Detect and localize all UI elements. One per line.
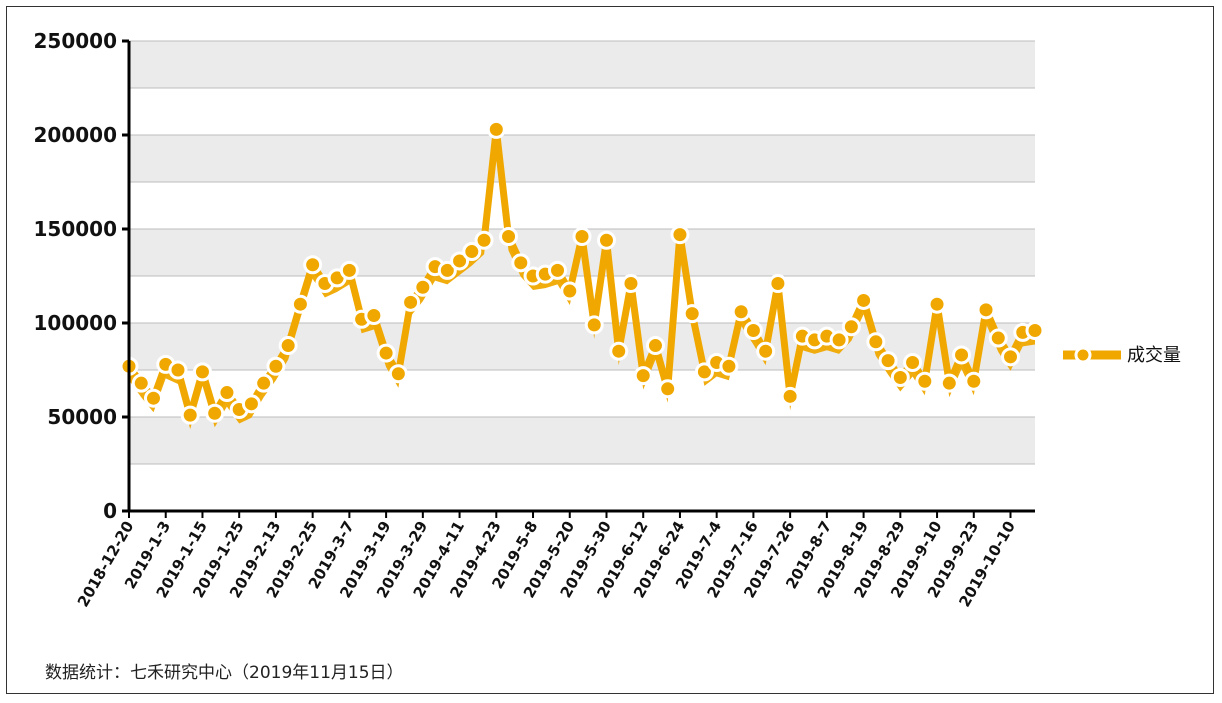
- data-point: [645, 336, 665, 356]
- data-point: [376, 343, 396, 363]
- y-tick-label: 250000: [34, 29, 118, 53]
- background-band: [129, 417, 1035, 464]
- data-point: [658, 379, 678, 399]
- data-point: [486, 119, 506, 139]
- y-tick-label: 50000: [47, 405, 117, 429]
- data-point: [854, 290, 874, 310]
- data-point: [1025, 321, 1045, 341]
- background-band: [129, 323, 1035, 370]
- data-point: [841, 317, 861, 337]
- series-markers: [119, 119, 1045, 425]
- data-point: [192, 362, 212, 382]
- data-point: [131, 373, 151, 393]
- background-band: [129, 135, 1035, 182]
- data-point: [217, 383, 237, 403]
- data-point: [682, 304, 702, 324]
- x-axis-ticks: 2018-12-202019-1-32019-1-152019-1-252019…: [74, 511, 1019, 610]
- data-point: [866, 332, 886, 352]
- data-point: [290, 294, 310, 314]
- data-point: [719, 356, 739, 376]
- y-axis-ticks: 0 50000 100000 150000 200000 250000: [34, 29, 129, 523]
- data-point: [927, 294, 947, 314]
- y-tick-label: 200000: [34, 123, 118, 147]
- data-point: [388, 364, 408, 384]
- data-point: [401, 292, 421, 312]
- data-point: [903, 352, 923, 372]
- y-tick-label: 100000: [34, 311, 118, 335]
- data-point: [303, 255, 323, 275]
- data-point: [572, 227, 592, 247]
- data-point: [890, 368, 910, 388]
- data-point: [143, 388, 163, 408]
- data-point: [609, 341, 629, 361]
- data-point: [364, 305, 384, 325]
- gridlines: [129, 40, 1035, 465]
- data-point: [168, 360, 188, 380]
- chart-frame: 0 50000 100000 150000 200000 250000 2018-12-2…: [6, 6, 1214, 694]
- data-point: [1001, 347, 1021, 367]
- data-point: [964, 371, 984, 391]
- y-tick-label: 0: [103, 499, 117, 523]
- data-point: [474, 230, 494, 250]
- data-point: [241, 394, 261, 414]
- data-point: [437, 260, 457, 280]
- data-point: [756, 341, 776, 361]
- source-note: 数据统计：七禾研究中心（2019年11月15日）: [45, 663, 404, 683]
- data-point: [462, 242, 482, 262]
- data-point: [548, 260, 568, 280]
- data-point: [180, 405, 200, 425]
- legend: 成交量: [1063, 345, 1181, 366]
- data-point: [743, 321, 763, 341]
- data-point: [499, 227, 519, 247]
- data-point: [976, 300, 996, 320]
- data-point: [596, 230, 616, 250]
- data-point: [952, 345, 972, 365]
- data-point: [413, 277, 433, 297]
- background-band: [129, 41, 1035, 88]
- data-point: [939, 373, 959, 393]
- data-point: [621, 274, 641, 294]
- data-point: [278, 336, 298, 356]
- data-point: [768, 274, 788, 294]
- chart: 0 50000 100000 150000 200000 250000 2018-12-2…: [34, 29, 1182, 610]
- legend-label: 成交量: [1127, 345, 1181, 366]
- data-point: [511, 253, 531, 273]
- axes: [127, 41, 1035, 513]
- data-point: [780, 386, 800, 406]
- data-point: [339, 260, 359, 280]
- data-point: [731, 302, 751, 322]
- data-point: [988, 328, 1008, 348]
- data-point: [254, 373, 274, 393]
- y-tick-label: 150000: [34, 217, 118, 241]
- data-point: [450, 251, 470, 271]
- data-point: [915, 371, 935, 391]
- data-point: [560, 281, 580, 301]
- data-point: [878, 351, 898, 371]
- legend-marker: [1074, 346, 1092, 364]
- data-point: [633, 366, 653, 386]
- data-point: [694, 362, 714, 382]
- x-tick-label: 2018-12-20: [74, 518, 138, 610]
- data-point: [205, 403, 225, 423]
- data-point: [829, 330, 849, 350]
- data-point: [266, 356, 286, 376]
- data-point: [584, 315, 604, 335]
- data-point: [670, 225, 690, 245]
